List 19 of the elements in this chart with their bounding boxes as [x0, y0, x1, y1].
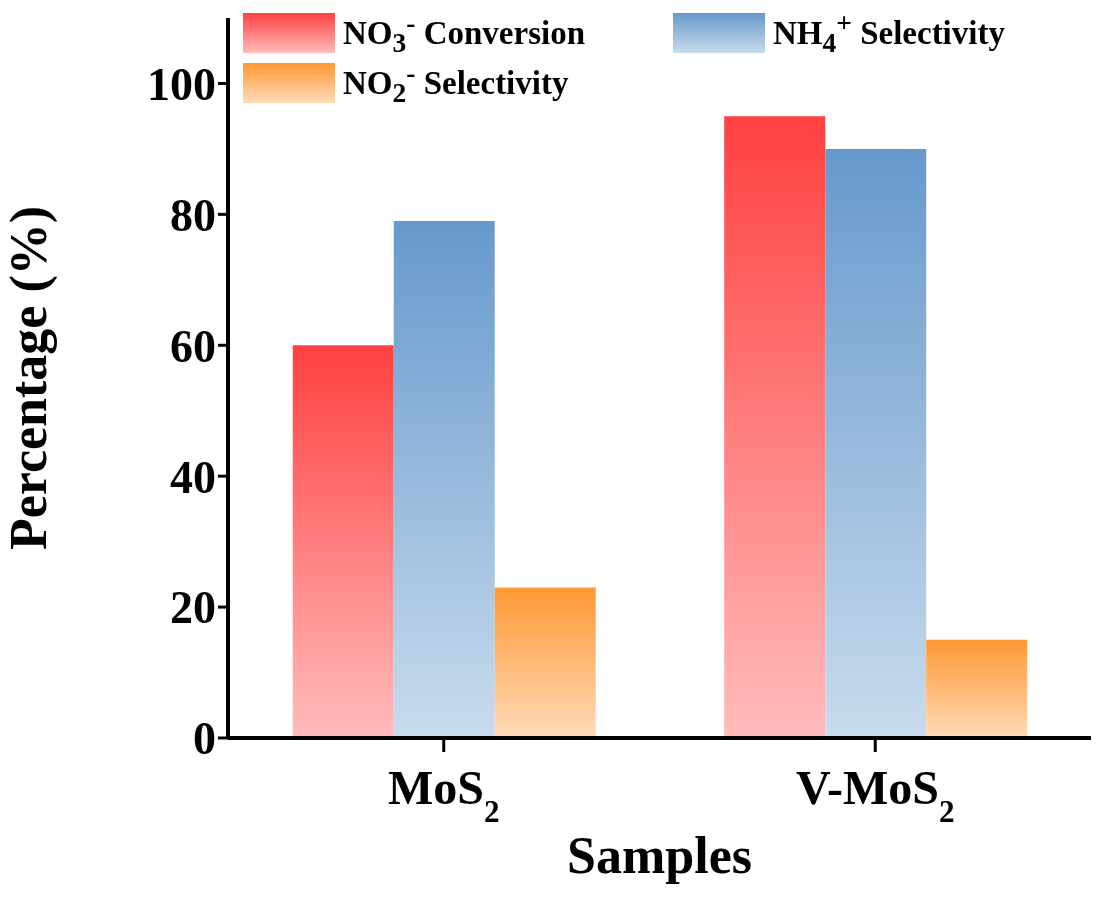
bar [724, 116, 826, 738]
bar [393, 220, 495, 738]
x-tick-label: MoS$_{2}$ [387, 761, 500, 829]
bar [292, 345, 394, 738]
legend-label: NH$_{4}$$^{+}$ Selectivity [773, 7, 1005, 59]
legend-label: NO$_{3}$$^{-}$ Conversion [343, 7, 586, 59]
x-tick-label: V-MoS$_{2}$ [795, 761, 955, 829]
y-tick-label: 40 [170, 451, 216, 503]
y-axis-title: Percentage (%) [0, 205, 59, 551]
bar [825, 148, 927, 738]
legend-label: NO$_{2}$$^{-}$ Selectivity [343, 57, 569, 109]
y-tick-label: 80 [170, 189, 216, 241]
y-tick-label: 60 [170, 320, 216, 372]
x-axis-title: Samples [567, 827, 752, 884]
y-tick-label: 20 [170, 582, 216, 634]
bar [494, 587, 596, 738]
y-tick-label: 100 [147, 58, 216, 110]
y-tick-label: 0 [193, 713, 216, 765]
bar [926, 639, 1028, 738]
